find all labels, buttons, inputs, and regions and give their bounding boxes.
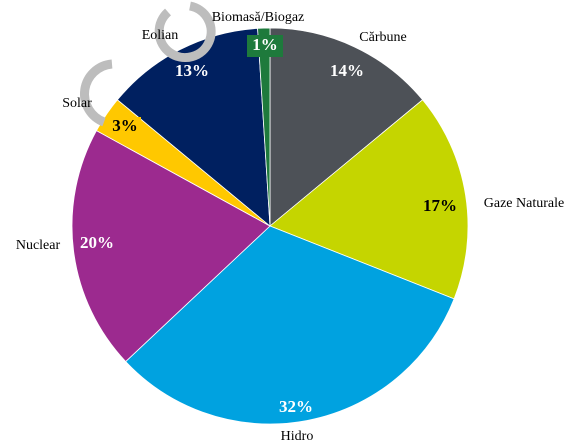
category-label: Gaze Naturale bbox=[484, 196, 564, 211]
category-label: Cărbune bbox=[359, 30, 406, 45]
value-label: 17% bbox=[423, 196, 457, 215]
category-label: Hidro bbox=[281, 429, 314, 444]
value-label: 32% bbox=[279, 397, 313, 416]
pie-slice bbox=[71, 130, 271, 363]
pie-slice bbox=[116, 27, 271, 227]
value-label: 20% bbox=[80, 233, 114, 252]
decoration bbox=[80, 59, 113, 127]
value-label: 13% bbox=[175, 61, 209, 80]
label-background bbox=[109, 117, 141, 137]
pie-slice bbox=[257, 27, 271, 227]
value-label: 3% bbox=[112, 116, 138, 135]
category-label: Eolian bbox=[142, 28, 179, 43]
value-label: 14% bbox=[330, 61, 364, 80]
pie-slice bbox=[269, 27, 424, 227]
category-label: Biomasă/Biogaz bbox=[212, 10, 305, 25]
pie-slice bbox=[125, 225, 455, 425]
decoration bbox=[154, 1, 216, 63]
category-label: Nuclear bbox=[16, 238, 61, 253]
category-label: Solar bbox=[62, 96, 92, 111]
value-label: 1% bbox=[252, 35, 278, 54]
pie-slice bbox=[269, 99, 469, 300]
label-background bbox=[247, 35, 283, 57]
